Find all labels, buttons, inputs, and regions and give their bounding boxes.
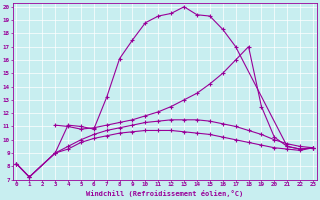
X-axis label: Windchill (Refroidissement éolien,°C): Windchill (Refroidissement éolien,°C): [86, 190, 243, 197]
